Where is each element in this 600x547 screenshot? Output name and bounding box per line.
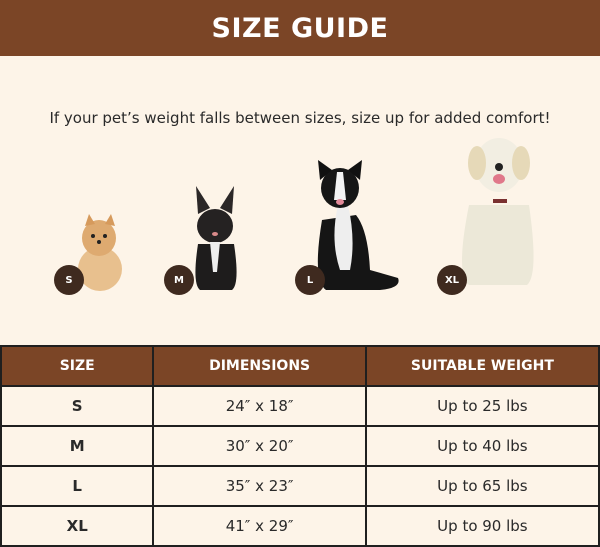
page-title: SIZE GUIDE — [211, 12, 389, 44]
french-bulldog-image — [195, 186, 237, 290]
size-cell: S — [0, 385, 155, 427]
dimensions-cell: 30″ x 20″ — [152, 425, 367, 467]
size-badge-m: M — [164, 265, 194, 295]
column-header-dimensions: DIMENSIONS — [152, 345, 367, 387]
weight-cell: Up to 65 lbs — [364, 465, 600, 507]
size-cell: XL — [0, 505, 155, 547]
table-row: S 24″ x 18″ Up to 25 lbs — [0, 385, 600, 427]
sizing-note: If your pet’s weight falls between sizes… — [49, 109, 551, 127]
size-badge-xl: XL — [437, 265, 467, 295]
size-table: SIZE DIMENSIONS SUITABLE WEIGHT S 24″ x 1… — [0, 345, 600, 547]
table-header-row: SIZE DIMENSIONS SUITABLE WEIGHT — [0, 345, 600, 387]
table-row: L 35″ x 23″ Up to 65 lbs — [0, 465, 600, 507]
golden-retriever-image — [462, 138, 534, 285]
table-row: XL 41″ x 29″ Up to 90 lbs — [0, 505, 600, 547]
size-cell: L — [0, 465, 155, 507]
column-header-size: SIZE — [0, 345, 155, 387]
dimensions-cell: 41″ x 29″ — [152, 505, 367, 547]
weight-cell: Up to 90 lbs — [364, 505, 600, 547]
weight-cell: Up to 40 lbs — [364, 425, 600, 467]
column-header-weight: SUITABLE WEIGHT — [364, 345, 600, 387]
table-row: M 30″ x 20″ Up to 40 lbs — [0, 425, 600, 467]
size-badge-s: S — [54, 265, 84, 295]
size-guide-banner: SIZE GUIDE — [0, 0, 600, 56]
dimensions-cell: 24″ x 18″ — [152, 385, 367, 427]
pomeranian-image — [78, 214, 122, 291]
size-cell: M — [0, 425, 155, 467]
size-badge-l: L — [295, 265, 325, 295]
dimensions-cell: 35″ x 23″ — [152, 465, 367, 507]
border-collie-image — [317, 160, 399, 290]
weight-cell: Up to 25 lbs — [364, 385, 600, 427]
